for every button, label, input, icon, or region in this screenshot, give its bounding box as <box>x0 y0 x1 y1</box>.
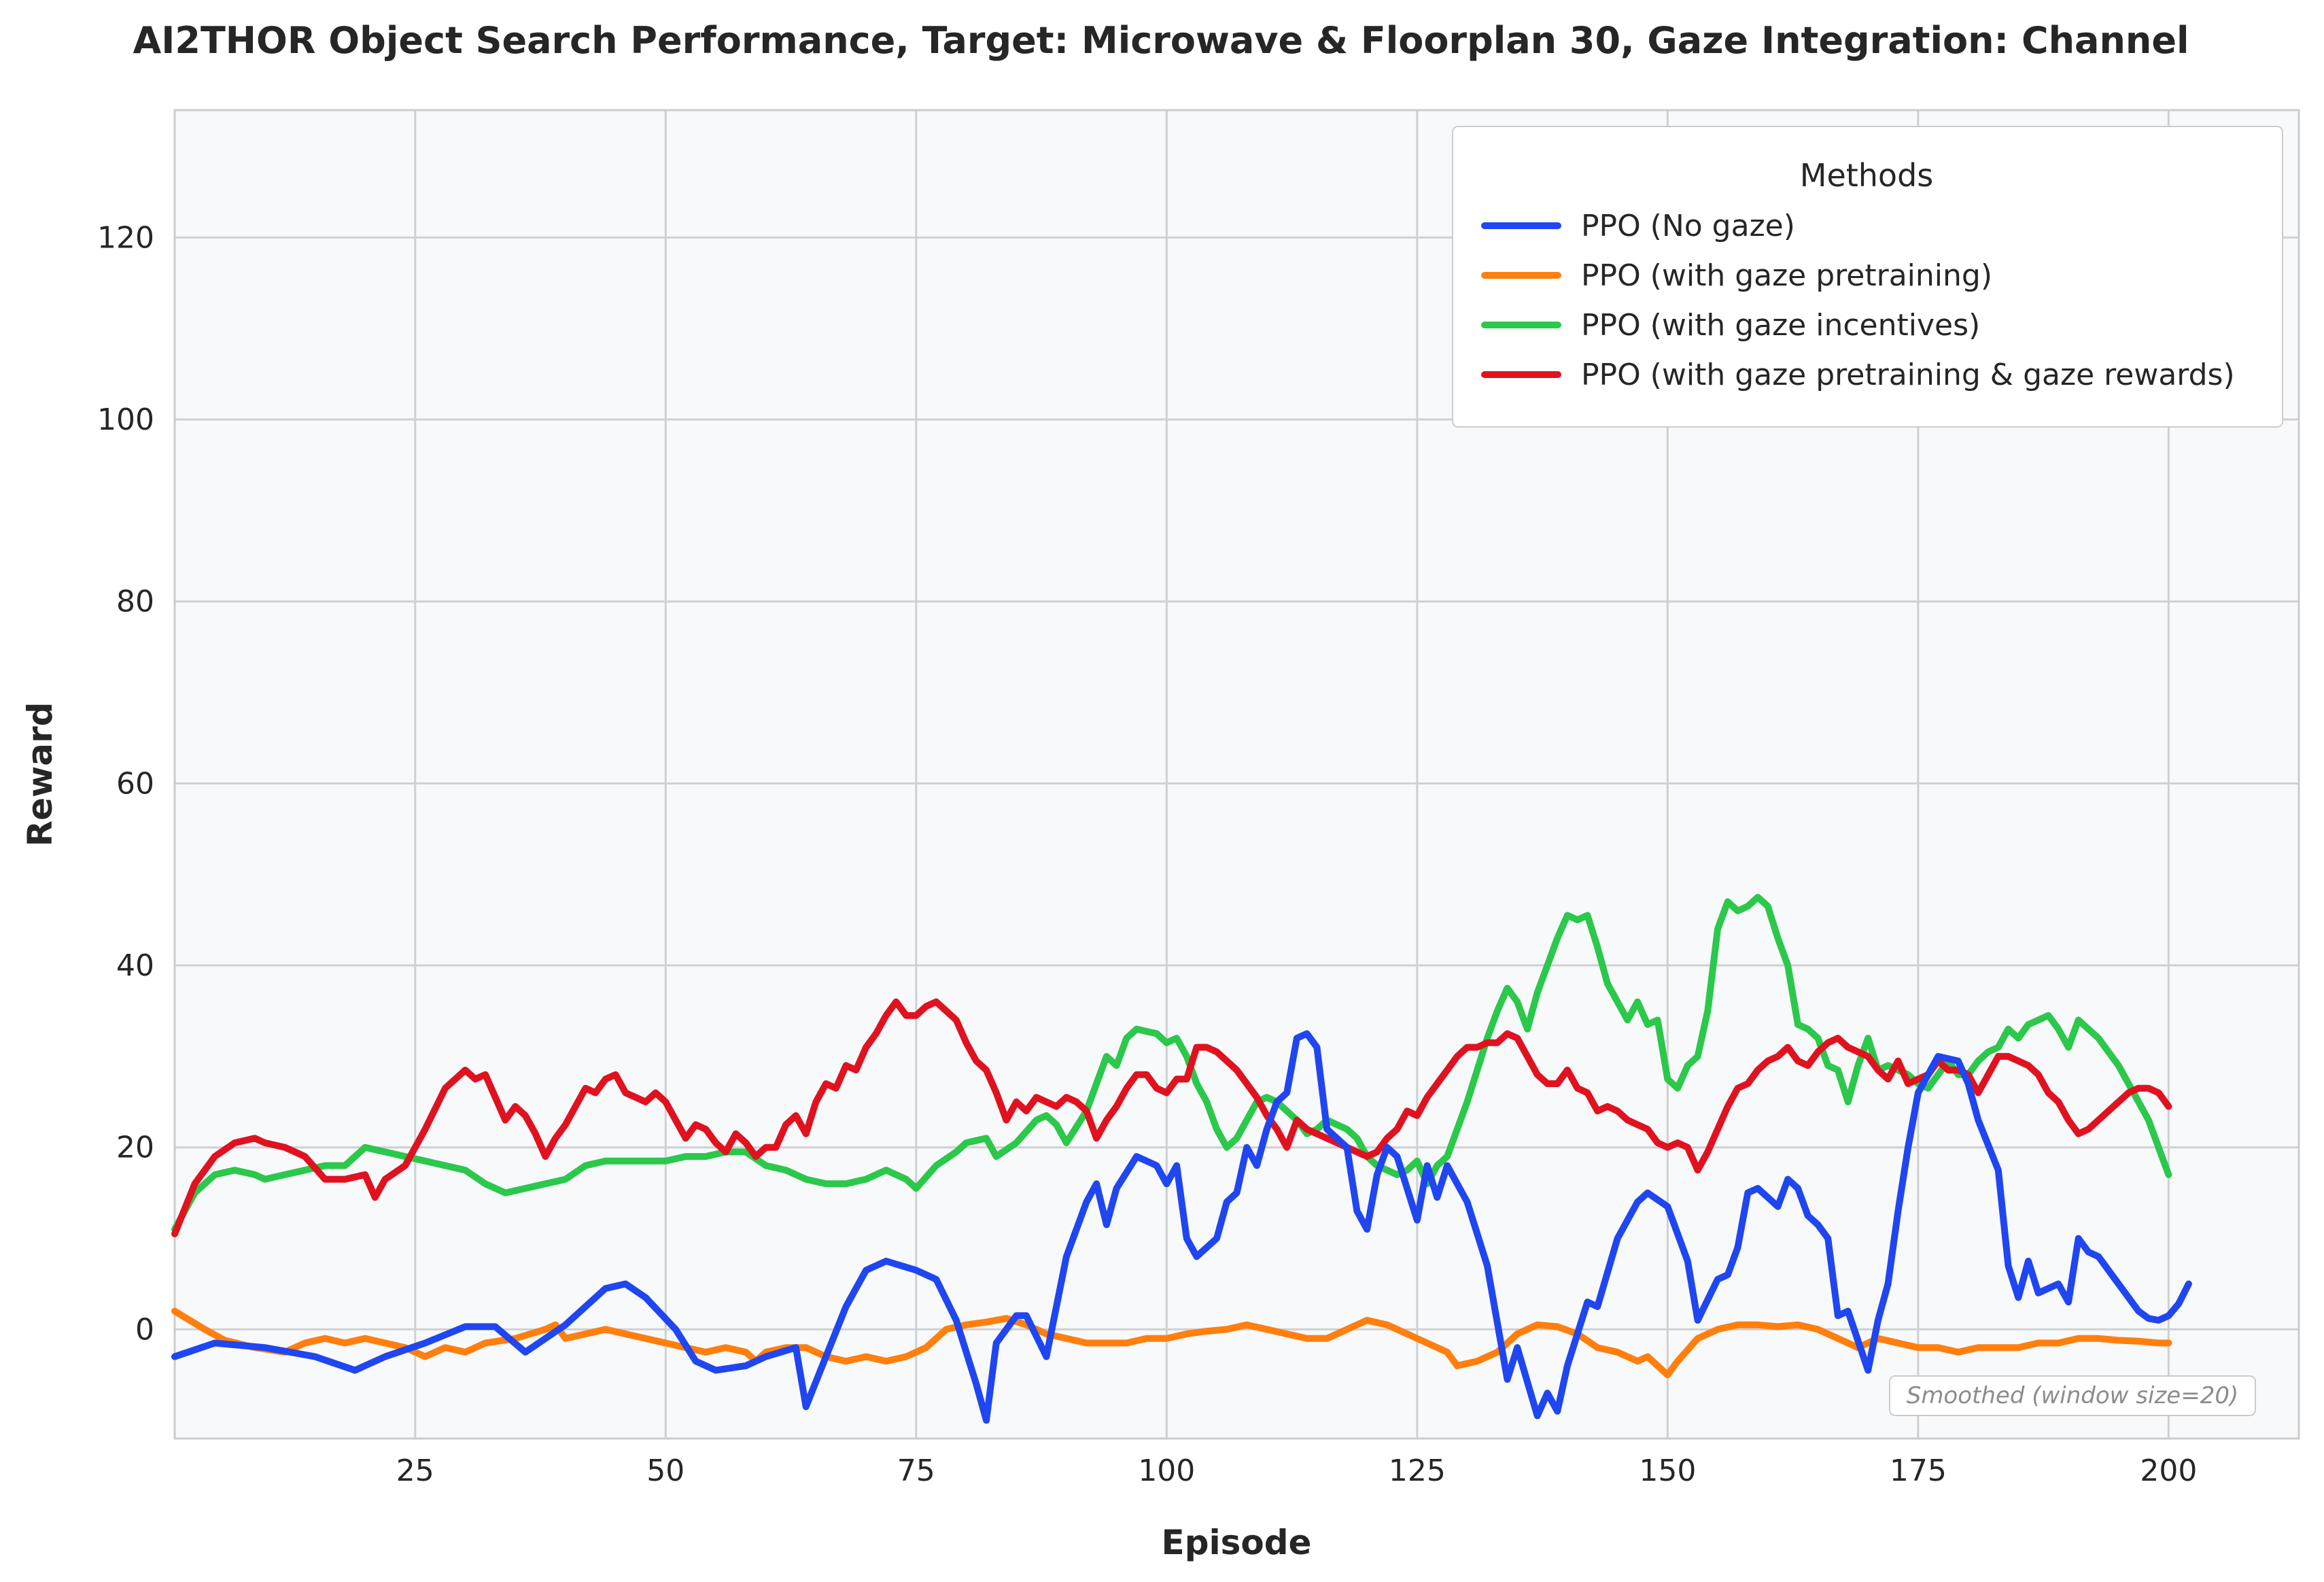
y-tick-label: 120 <box>97 220 154 255</box>
chart-title: AI2THOR Object Search Performance, Targe… <box>133 19 2189 62</box>
legend-label: PPO (with gaze pretraining) <box>1581 258 1992 293</box>
y-tick-label: 60 <box>116 766 154 801</box>
y-tick-label: 20 <box>116 1131 154 1165</box>
y-tick-label: 40 <box>116 948 154 983</box>
x-tick-label: 100 <box>1138 1454 1195 1488</box>
tick-labels: 25 50 75 100 125 150 175 200 0 20 40 60 80 100 120 <box>97 220 2197 1488</box>
legend-title: Methods <box>1800 157 1934 194</box>
x-tick-label: 150 <box>1639 1454 1696 1488</box>
series-line-1 <box>171 1307 2172 1379</box>
x-tick-label: 25 <box>396 1454 434 1488</box>
y-tick-label: 0 <box>135 1312 154 1347</box>
legend-label: PPO (with gaze pretraining & gaze reward… <box>1581 358 2235 392</box>
smoothing-note: Smoothed (window size=20) <box>1889 1375 2256 1416</box>
y-axis-label: Reward <box>20 702 60 847</box>
legend: Methods PPO (No gaze) PPO (with gaze pret… <box>1452 126 2283 428</box>
y-tick-label: 80 <box>116 585 154 619</box>
y-tick-label: 100 <box>97 402 154 437</box>
plot-frame <box>173 109 2300 1440</box>
x-tick-label: 175 <box>1890 1454 1947 1488</box>
legend-items: PPO (No gaze) PPO (with gaze pretraining)… <box>1481 209 2235 392</box>
x-tick-label: 200 <box>2140 1454 2197 1488</box>
smoothing-note-text: Smoothed (window size=20) <box>1907 1382 2239 1409</box>
x-tick-label: 125 <box>1389 1454 1446 1488</box>
series-lines <box>171 893 2192 1424</box>
x-axis-label: Episode <box>1162 1523 1312 1562</box>
legend-box <box>1452 126 2283 428</box>
legend-label: PPO (No gaze) <box>1581 209 1795 243</box>
smoothing-note-box <box>1889 1375 2256 1416</box>
x-tick-label: 50 <box>646 1454 684 1488</box>
series-line-0 <box>171 1030 2192 1424</box>
legend-label: PPO (with gaze incentives) <box>1581 308 1980 343</box>
series-line-3 <box>171 998 2172 1237</box>
x-tick-label: 75 <box>897 1454 935 1488</box>
